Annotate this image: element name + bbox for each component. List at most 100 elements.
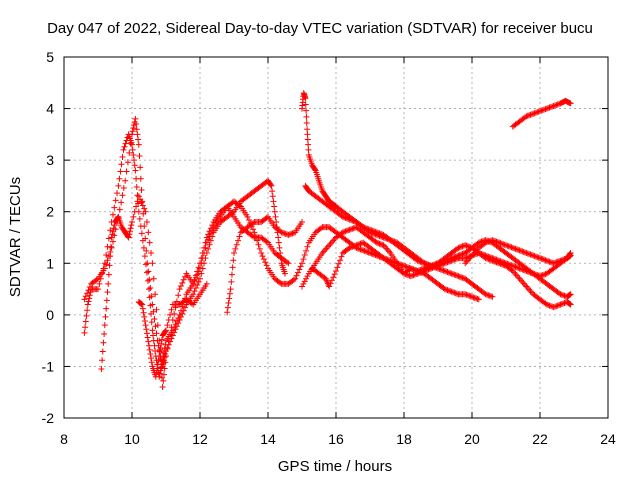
data-point-marker bbox=[165, 317, 172, 324]
data-point-marker bbox=[567, 252, 574, 259]
data-point-marker bbox=[337, 257, 344, 264]
data-point-marker bbox=[507, 243, 514, 250]
data-point-marker bbox=[301, 252, 308, 259]
data-point-marker bbox=[157, 344, 164, 351]
data-point-marker bbox=[454, 272, 461, 279]
data-point-marker bbox=[471, 294, 478, 301]
data-point-marker bbox=[289, 230, 296, 237]
data-point-marker bbox=[537, 255, 543, 262]
data-point-marker bbox=[103, 305, 110, 312]
data-point-marker bbox=[106, 262, 113, 269]
data-point-marker bbox=[452, 256, 459, 263]
data-point-marker bbox=[528, 270, 535, 277]
data-point-marker bbox=[517, 247, 524, 254]
data-point-marker bbox=[513, 246, 520, 253]
data-point-marker bbox=[111, 222, 118, 229]
data-point-marker bbox=[301, 278, 308, 285]
data-point-marker bbox=[387, 237, 394, 244]
data-point-marker bbox=[441, 286, 448, 293]
data-point-marker bbox=[119, 154, 126, 161]
data-point-marker bbox=[500, 241, 507, 248]
data-point-marker bbox=[553, 259, 560, 266]
data-point-marker bbox=[125, 234, 132, 241]
data-point-marker bbox=[485, 253, 492, 260]
data-point-marker bbox=[263, 262, 270, 269]
data-point-marker bbox=[356, 241, 363, 248]
data-point-marker bbox=[520, 280, 527, 287]
data-point-marker bbox=[516, 275, 523, 282]
y-tick-label: -1 bbox=[42, 358, 55, 374]
data-point-marker bbox=[458, 243, 465, 250]
data-point-marker bbox=[334, 264, 341, 271]
data-point-marker bbox=[230, 257, 237, 264]
data-point-marker bbox=[440, 267, 447, 274]
data-point-marker bbox=[226, 295, 233, 302]
series-track-d bbox=[135, 280, 210, 380]
data-point-marker bbox=[269, 193, 276, 200]
data-point-marker bbox=[345, 227, 352, 234]
data-point-marker bbox=[459, 243, 466, 250]
data-point-marker bbox=[527, 269, 534, 276]
data-point-marker bbox=[141, 253, 148, 260]
data-point-marker bbox=[267, 181, 274, 188]
data-point-marker bbox=[553, 101, 560, 108]
data-point-marker bbox=[407, 265, 414, 272]
data-point-marker bbox=[146, 286, 152, 293]
data-point-marker bbox=[516, 247, 523, 254]
data-point-marker bbox=[523, 249, 530, 256]
data-point-marker bbox=[190, 291, 197, 298]
data-point-marker bbox=[483, 291, 490, 298]
data-point-marker bbox=[428, 265, 435, 272]
data-point-marker bbox=[167, 311, 174, 318]
data-point-marker bbox=[122, 140, 129, 147]
data-point-marker bbox=[326, 242, 333, 249]
data-point-marker bbox=[153, 369, 160, 376]
data-point-marker bbox=[497, 240, 504, 247]
data-point-marker bbox=[377, 241, 384, 248]
data-point-marker bbox=[137, 164, 144, 171]
data-point-marker bbox=[286, 231, 293, 238]
data-point-marker bbox=[228, 271, 235, 278]
data-point-marker bbox=[182, 273, 189, 280]
data-point-marker bbox=[498, 240, 505, 247]
data-point-marker bbox=[118, 161, 125, 168]
data-point-marker bbox=[126, 228, 133, 235]
data-point-marker bbox=[532, 109, 539, 116]
data-point-marker bbox=[445, 258, 452, 265]
data-point-marker bbox=[433, 263, 440, 270]
data-point-marker bbox=[350, 243, 357, 250]
data-point-marker bbox=[512, 263, 519, 270]
data-point-marker bbox=[549, 103, 556, 110]
data-point-marker bbox=[131, 162, 138, 169]
data-point-marker bbox=[114, 214, 121, 221]
data-point-marker bbox=[353, 242, 360, 249]
data-point-marker bbox=[512, 245, 519, 252]
data-point-marker bbox=[566, 99, 573, 106]
data-point-marker bbox=[488, 254, 495, 261]
data-point-marker bbox=[342, 214, 349, 221]
data-point-marker bbox=[360, 224, 367, 231]
data-point-marker bbox=[101, 330, 108, 337]
data-point-marker bbox=[417, 269, 424, 276]
x-axis-label: GPS time / hours bbox=[278, 458, 392, 475]
data-point-marker bbox=[203, 239, 210, 246]
data-point-marker bbox=[522, 267, 529, 274]
data-point-marker bbox=[268, 182, 275, 189]
data-point-marker bbox=[141, 318, 148, 325]
data-point-marker bbox=[109, 231, 116, 238]
data-point-marker bbox=[305, 146, 312, 153]
data-point-marker bbox=[347, 244, 354, 251]
data-point-marker bbox=[532, 271, 539, 278]
data-point-marker bbox=[425, 266, 432, 273]
data-point-marker bbox=[424, 266, 431, 273]
data-point-marker bbox=[560, 256, 567, 263]
data-point-marker bbox=[430, 264, 437, 271]
y-tick-label: 0 bbox=[46, 307, 54, 323]
data-point-marker bbox=[121, 143, 128, 150]
data-point-marker bbox=[383, 245, 390, 252]
data-point-marker bbox=[354, 241, 361, 248]
data-point-marker bbox=[469, 252, 475, 259]
data-point-marker bbox=[554, 258, 561, 265]
data-point-marker bbox=[541, 106, 548, 113]
data-point-marker bbox=[202, 244, 209, 251]
